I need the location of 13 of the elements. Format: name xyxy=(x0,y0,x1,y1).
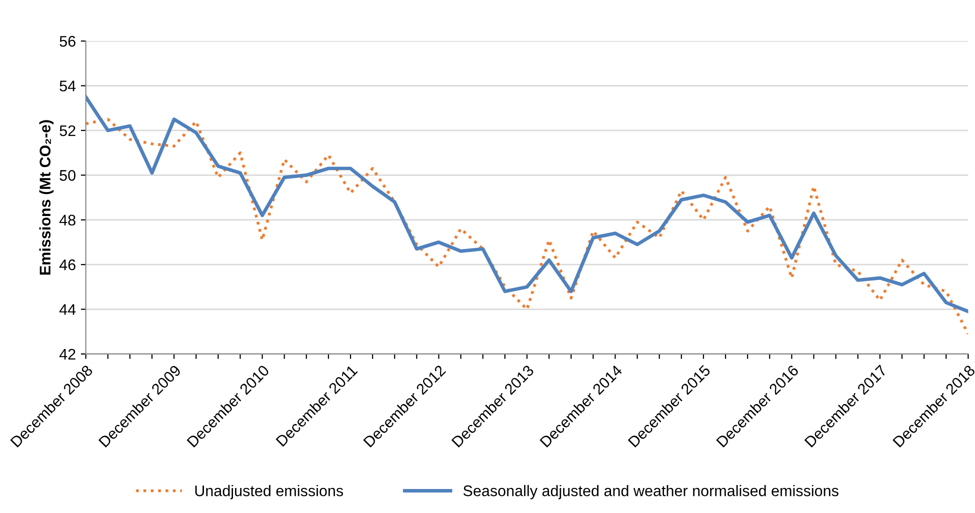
y-tick-label: 52 xyxy=(60,125,76,136)
legend-label: Seasonally adjusted and weather normalised emissions xyxy=(463,485,838,500)
y-tick-label: 48 xyxy=(59,214,76,226)
y-tick-label: 44 xyxy=(59,304,76,315)
y-tick-label: 46 xyxy=(59,259,76,270)
line-series xyxy=(86,118,968,336)
legend-label: Unadjusted emissions xyxy=(195,485,344,500)
line-series xyxy=(86,95,968,314)
y-axis-title: Emissions (Mt CO₂-e) xyxy=(39,120,54,275)
y-tick-label: 56 xyxy=(60,36,76,47)
y-tick-label: 50 xyxy=(60,170,76,181)
y-tick-label: 42 xyxy=(59,348,76,360)
y-tick-label: 54 xyxy=(60,80,76,92)
